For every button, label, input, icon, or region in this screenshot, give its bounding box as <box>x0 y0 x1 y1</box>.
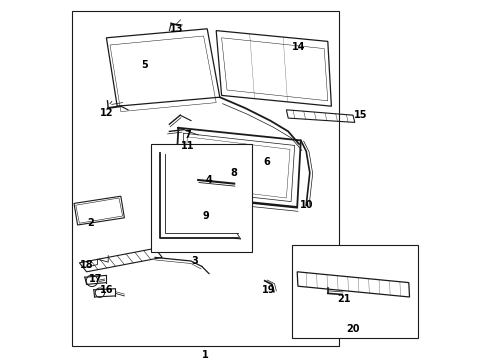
Text: 6: 6 <box>263 157 270 167</box>
Text: 13: 13 <box>170 24 183 34</box>
Text: 10: 10 <box>299 200 313 210</box>
Text: 11: 11 <box>181 141 194 151</box>
Text: 15: 15 <box>353 110 367 120</box>
Text: 5: 5 <box>141 60 147 70</box>
Text: 19: 19 <box>262 285 275 295</box>
Text: 18: 18 <box>80 260 94 270</box>
Text: 1: 1 <box>202 350 209 360</box>
Text: 7: 7 <box>184 130 191 140</box>
Bar <box>151 144 252 252</box>
Bar <box>292 245 418 338</box>
Bar <box>72 11 339 346</box>
Text: 9: 9 <box>202 211 209 221</box>
Text: 14: 14 <box>292 42 306 52</box>
Text: 3: 3 <box>191 256 198 266</box>
Text: 12: 12 <box>99 108 113 118</box>
Text: 20: 20 <box>346 324 360 334</box>
Text: 2: 2 <box>87 218 94 228</box>
Text: 16: 16 <box>99 285 113 295</box>
Text: 17: 17 <box>89 274 102 284</box>
Text: 8: 8 <box>231 168 238 178</box>
Text: 21: 21 <box>337 294 351 304</box>
Text: 4: 4 <box>206 175 212 185</box>
